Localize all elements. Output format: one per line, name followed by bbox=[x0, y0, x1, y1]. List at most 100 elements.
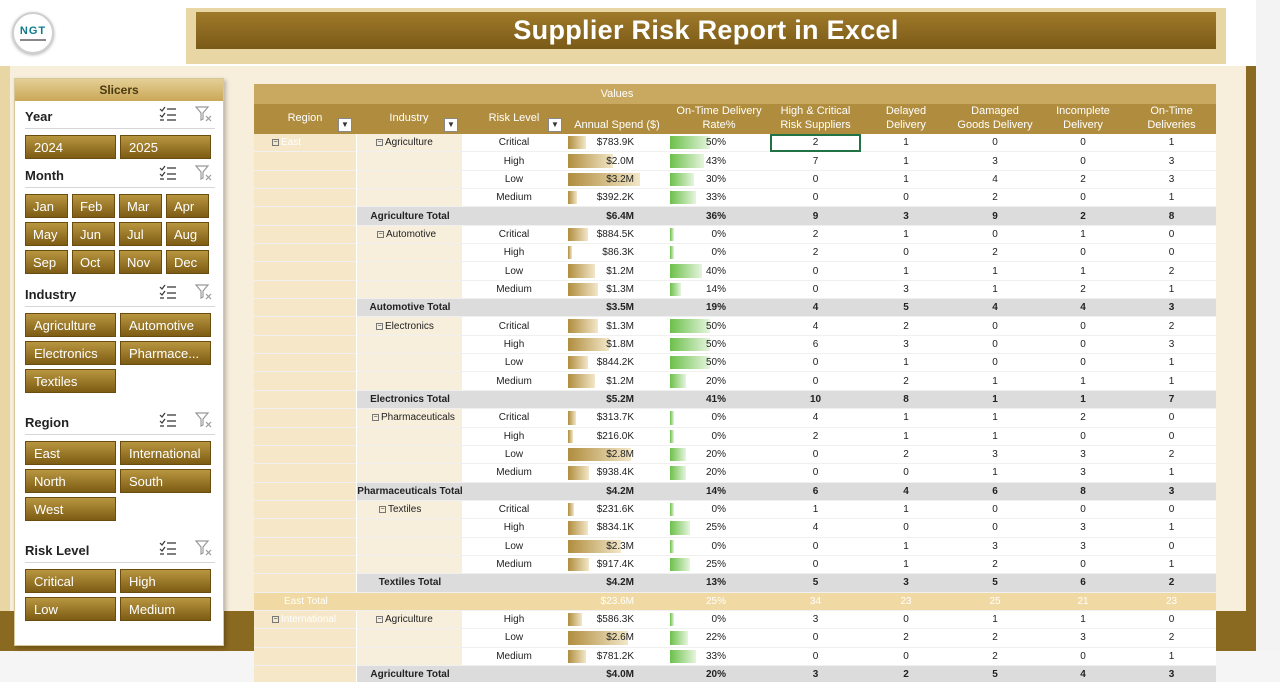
region-cell[interactable]: East Total bbox=[254, 592, 566, 611]
slicer-industry-item[interactable]: Automotive bbox=[120, 313, 211, 337]
metric-cell[interactable]: 0 bbox=[770, 170, 861, 190]
metric-cell[interactable]: 1 bbox=[1127, 647, 1216, 666]
slicer-month-item[interactable]: Mar bbox=[119, 194, 162, 218]
annual-spend-cell[interactable]: $4.0M bbox=[566, 665, 668, 682]
risk-level-cell[interactable]: Medium bbox=[462, 464, 566, 483]
on-time-rate-cell[interactable]: 20% bbox=[668, 372, 770, 391]
metric-cell[interactable]: 23 bbox=[861, 592, 951, 611]
region-cell[interactable] bbox=[254, 647, 356, 666]
metric-cell[interactable]: 3 bbox=[1039, 537, 1127, 556]
metric-cell[interactable]: 0 bbox=[1127, 409, 1216, 428]
metric-cell[interactable]: 1 bbox=[861, 170, 951, 190]
on-time-rate-cell[interactable]: 19% bbox=[668, 299, 770, 318]
metric-cell[interactable]: 2 bbox=[951, 189, 1039, 208]
region-cell[interactable] bbox=[254, 409, 356, 428]
metric-cell[interactable]: 34 bbox=[770, 592, 861, 611]
metric-cell[interactable]: 3 bbox=[1127, 482, 1216, 501]
metric-cell[interactable]: 2 bbox=[770, 134, 861, 153]
industry-cell[interactable] bbox=[356, 647, 462, 666]
on-time-rate-cell[interactable]: 33% bbox=[668, 189, 770, 208]
metric-cell[interactable]: 2 bbox=[861, 629, 951, 648]
metric-cell[interactable]: 1 bbox=[861, 134, 951, 153]
on-time-rate-cell[interactable]: 50% bbox=[668, 354, 770, 373]
risk-level-cell[interactable]: Low bbox=[462, 170, 566, 190]
metric-cell[interactable]: 1 bbox=[1039, 390, 1127, 410]
metric-cell[interactable]: 25 bbox=[951, 592, 1039, 611]
risk-level-cell[interactable]: Low bbox=[462, 354, 566, 373]
annual-spend-cell[interactable]: $884.5K bbox=[566, 225, 668, 245]
metric-cell[interactable]: 5 bbox=[770, 574, 861, 593]
industry-cell[interactable] bbox=[356, 537, 462, 556]
risk-level-cell[interactable]: Medium bbox=[462, 280, 566, 300]
metric-cell[interactable]: 23 bbox=[1127, 592, 1216, 611]
metric-cell[interactable]: 4 bbox=[770, 317, 861, 336]
region-cell[interactable] bbox=[254, 225, 356, 245]
annual-spend-cell[interactable]: $2.0M bbox=[566, 152, 668, 171]
annual-spend-cell[interactable]: $1.2M bbox=[566, 372, 668, 391]
metric-cell[interactable]: 1 bbox=[861, 500, 951, 520]
metric-cell[interactable]: 0 bbox=[861, 647, 951, 666]
on-time-rate-cell[interactable]: 0% bbox=[668, 427, 770, 446]
risk-level-cell[interactable]: Medium bbox=[462, 372, 566, 391]
collapse-icon[interactable]: − bbox=[376, 616, 383, 624]
metric-cell[interactable]: 8 bbox=[1039, 482, 1127, 501]
metric-cell[interactable]: 3 bbox=[951, 445, 1039, 465]
on-time-rate-cell[interactable]: 25% bbox=[668, 555, 770, 575]
metric-cell[interactable]: 1 bbox=[861, 354, 951, 373]
metric-cell[interactable]: 0 bbox=[861, 519, 951, 538]
metric-cell[interactable]: 1 bbox=[1127, 354, 1216, 373]
annual-spend-cell[interactable]: $231.6K bbox=[566, 500, 668, 520]
industry-cell[interactable] bbox=[356, 464, 462, 483]
metric-cell[interactable]: 1 bbox=[861, 225, 951, 245]
slicer-month-item[interactable]: Oct bbox=[72, 250, 115, 274]
on-time-rate-cell[interactable]: 13% bbox=[668, 574, 770, 593]
metric-cell[interactable]: 2 bbox=[951, 244, 1039, 263]
region-cell[interactable]: − East bbox=[254, 134, 356, 153]
metric-cell[interactable]: 2 bbox=[861, 372, 951, 391]
region-cell[interactable] bbox=[254, 574, 356, 593]
risk-level-cell[interactable]: High bbox=[462, 610, 566, 630]
risk-level-cell[interactable]: Low bbox=[462, 537, 566, 556]
annual-spend-cell[interactable]: $938.4K bbox=[566, 464, 668, 483]
metric-cell[interactable]: 0 bbox=[1039, 317, 1127, 336]
metric-cell[interactable]: 0 bbox=[861, 464, 951, 483]
slicer-month-item[interactable]: Nov bbox=[119, 250, 162, 274]
risk-level-cell[interactable]: Critical bbox=[462, 317, 566, 336]
metric-cell[interactable]: 9 bbox=[770, 207, 861, 226]
metric-cell[interactable]: 4 bbox=[1039, 299, 1127, 318]
metric-cell[interactable]: 2 bbox=[951, 555, 1039, 575]
metric-cell[interactable]: 0 bbox=[1039, 244, 1127, 263]
annual-spend-cell[interactable]: $313.7K bbox=[566, 409, 668, 428]
on-time-rate-cell[interactable]: 22% bbox=[668, 629, 770, 648]
metric-cell[interactable]: 1 bbox=[1127, 464, 1216, 483]
metric-cell[interactable]: 2 bbox=[861, 665, 951, 682]
collapse-icon[interactable]: − bbox=[376, 322, 383, 330]
metric-cell[interactable]: 3 bbox=[1039, 464, 1127, 483]
region-cell[interactable] bbox=[254, 445, 356, 465]
risk-level-cell[interactable]: Critical bbox=[462, 500, 566, 520]
annual-spend-cell[interactable]: $23.6M bbox=[566, 592, 668, 611]
metric-cell[interactable]: 0 bbox=[951, 317, 1039, 336]
annual-spend-cell[interactable]: $1.3M bbox=[566, 317, 668, 336]
metric-cell[interactable]: 1 bbox=[1039, 610, 1127, 630]
metric-cell[interactable]: 0 bbox=[770, 189, 861, 208]
region-cell[interactable] bbox=[254, 189, 356, 208]
annual-spend-cell[interactable]: $4.2M bbox=[566, 574, 668, 593]
collapse-icon[interactable]: − bbox=[272, 139, 279, 147]
on-time-rate-cell[interactable]: 25% bbox=[668, 592, 770, 611]
metric-cell[interactable]: 0 bbox=[770, 262, 861, 281]
risk-level-cell[interactable]: Medium bbox=[462, 189, 566, 208]
slicer-region-item[interactable]: South bbox=[120, 469, 211, 493]
industry-cell[interactable] bbox=[356, 152, 462, 171]
metric-cell[interactable]: 3 bbox=[951, 537, 1039, 556]
metric-cell[interactable]: 1 bbox=[951, 464, 1039, 483]
risk-level-cell[interactable]: Low bbox=[462, 445, 566, 465]
on-time-rate-cell[interactable]: 0% bbox=[668, 500, 770, 520]
region-cell[interactable] bbox=[254, 317, 356, 336]
on-time-rate-cell[interactable]: 33% bbox=[668, 647, 770, 666]
metric-cell[interactable]: 0 bbox=[1039, 189, 1127, 208]
annual-spend-cell[interactable]: $1.8M bbox=[566, 335, 668, 355]
metric-cell[interactable]: 1 bbox=[861, 427, 951, 446]
industry-cell[interactable]: − Electronics bbox=[356, 317, 462, 336]
industry-cell[interactable] bbox=[356, 280, 462, 300]
